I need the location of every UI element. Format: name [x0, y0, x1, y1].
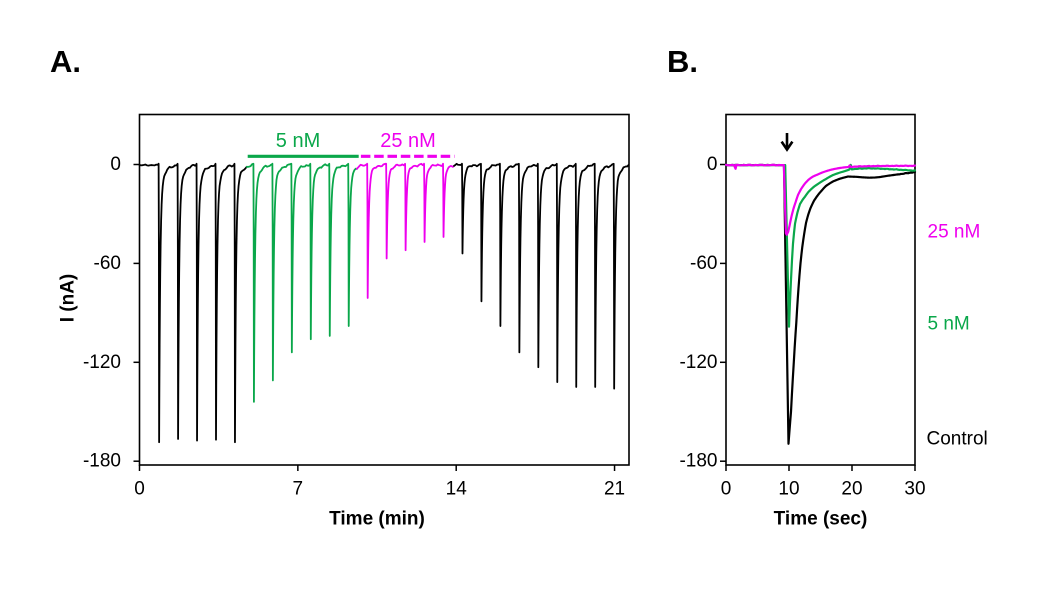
svg-text:14: 14 [446, 479, 468, 500]
svg-text:Control: Control [927, 429, 988, 450]
svg-text:0: 0 [707, 154, 718, 175]
svg-text:B.: B. [667, 44, 698, 79]
svg-text:20: 20 [841, 479, 862, 500]
svg-text:-180: -180 [83, 451, 121, 472]
svg-text:-120: -120 [83, 352, 121, 373]
svg-text:25 nM: 25 nM [928, 222, 981, 243]
svg-text:0: 0 [721, 479, 732, 500]
svg-text:7: 7 [293, 479, 304, 500]
svg-text:30: 30 [904, 479, 925, 500]
svg-text:Time (min): Time (min) [329, 509, 425, 530]
svg-text:5 nM: 5 nM [928, 314, 970, 335]
svg-text:-60: -60 [690, 253, 717, 274]
svg-text:Time (sec): Time (sec) [774, 509, 868, 530]
svg-text:0: 0 [110, 154, 121, 175]
svg-text:25 nM: 25 nM [380, 130, 436, 152]
svg-text:A.: A. [50, 44, 81, 79]
svg-text:10: 10 [778, 479, 799, 500]
svg-text:I (nA): I (nA) [58, 274, 79, 323]
svg-text:5 nM: 5 nM [276, 130, 320, 152]
svg-text:21: 21 [604, 479, 625, 500]
svg-text:-60: -60 [94, 253, 121, 274]
svg-text:-120: -120 [679, 352, 717, 373]
svg-text:-180: -180 [679, 451, 717, 472]
svg-text:0: 0 [134, 479, 145, 500]
